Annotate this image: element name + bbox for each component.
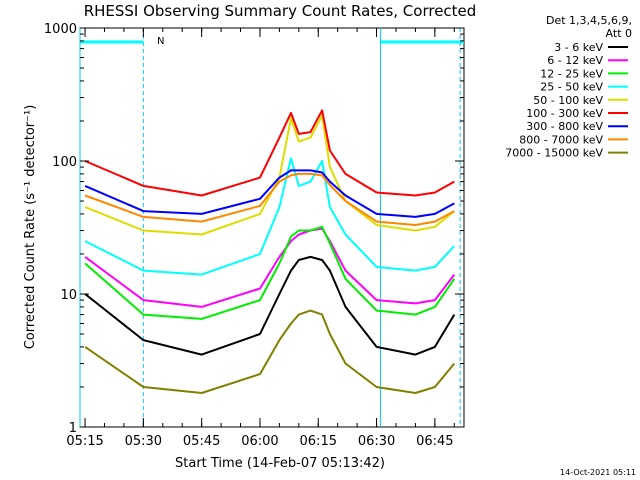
legend-label-7: 800 - 7000 keV bbox=[519, 133, 603, 146]
flag-label: N bbox=[157, 36, 164, 47]
y-axis-ticks: 1 10 100 1000 bbox=[44, 22, 464, 436]
legend-label-2: 12 - 25 keV bbox=[540, 67, 603, 80]
series-line-7 bbox=[84, 172, 455, 226]
series-line-3 bbox=[84, 157, 456, 276]
x-tick-label-0: 05:15 bbox=[66, 434, 103, 449]
y-tick-label-2: 100 bbox=[52, 155, 77, 170]
y-axis-label: Corrected Count Rate (s⁻¹ detector⁻¹) bbox=[23, 105, 38, 350]
y-tick-label-3: 1000 bbox=[44, 22, 77, 37]
legend-label-4: 50 - 100 keV bbox=[533, 94, 603, 107]
legend-header-line1: Det 1,3,4,5,6,9, bbox=[546, 14, 632, 27]
series-line-2 bbox=[84, 225, 456, 320]
legend-header-line2: Att 0 bbox=[606, 27, 632, 40]
series-line-1 bbox=[84, 227, 456, 308]
legend-label-8: 7000 - 15000 keV bbox=[505, 147, 603, 160]
series-group bbox=[84, 109, 456, 394]
x-tick-label-3: 06:00 bbox=[241, 434, 278, 449]
legend-label-0: 3 - 6 keV bbox=[554, 41, 603, 54]
x-axis-label: Start Time (14-Feb-07 05:13:42) bbox=[175, 456, 385, 471]
legend-label-6: 300 - 800 keV bbox=[526, 120, 603, 133]
y-tick-label-0: 1 bbox=[69, 421, 77, 436]
legend-label-5: 100 - 300 keV bbox=[526, 107, 603, 120]
x-tick-label-1: 05:30 bbox=[125, 434, 162, 449]
timestamp: 14-Oct-2021 05:11 bbox=[560, 468, 636, 477]
x-tick-label-2: 05:45 bbox=[183, 434, 220, 449]
observing-vlines bbox=[79, 28, 461, 427]
x-tick-label-4: 06:15 bbox=[300, 434, 337, 449]
x-axis-ticks: 05:15 05:30 05:45 06:00 06:15 06:30 06:45 bbox=[66, 28, 455, 449]
series-line-5 bbox=[84, 109, 455, 197]
series-line-8 bbox=[84, 309, 456, 394]
chart-title: RHESSI Observing Summary Count Rates, Co… bbox=[84, 2, 477, 20]
legend-label-1: 6 - 12 keV bbox=[547, 54, 603, 67]
x-tick-label-5: 06:30 bbox=[358, 434, 395, 449]
series-line-6 bbox=[84, 169, 455, 218]
series-line-4 bbox=[84, 114, 455, 236]
legend-label-3: 25 - 50 keV bbox=[540, 81, 603, 94]
x-tick-label-6: 06:45 bbox=[416, 434, 453, 449]
series-line-0 bbox=[84, 255, 456, 356]
y-tick-label-1: 10 bbox=[60, 288, 77, 303]
